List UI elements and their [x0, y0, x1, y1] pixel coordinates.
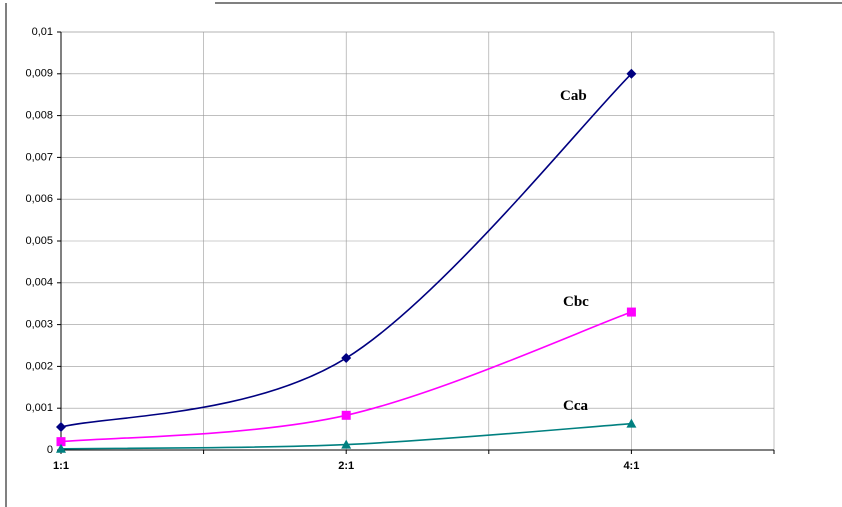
- y-tick-label: 0: [47, 444, 53, 456]
- marker: [341, 439, 352, 449]
- marker: [626, 307, 636, 317]
- marker: [341, 410, 351, 420]
- y-tick-label: 0,008: [25, 110, 53, 122]
- marker: [56, 422, 66, 433]
- series-label: Cca: [563, 398, 588, 414]
- y-tick-label: 0,006: [25, 193, 53, 205]
- series-label: Cab: [560, 88, 587, 104]
- marker: [56, 443, 66, 453]
- x-tick-label: 1:1: [53, 460, 69, 472]
- y-tick-label: 0,001: [25, 402, 53, 414]
- x-tick-label: 4:1: [623, 460, 639, 472]
- x-tick-label: 2:1: [338, 460, 354, 472]
- y-tick-label: 0,004: [25, 277, 53, 289]
- marker: [626, 68, 637, 79]
- marker: [341, 353, 352, 364]
- y-tick-label: 0,003: [25, 319, 53, 331]
- y-tick-label: 0,005: [25, 235, 53, 247]
- y-tick-label: 0,007: [25, 151, 53, 163]
- series-label: Cbc: [563, 294, 589, 310]
- series-line: [60, 73, 632, 428]
- marker: [626, 418, 637, 428]
- y-tick-label: 0,002: [25, 360, 53, 372]
- marker: [56, 437, 66, 447]
- y-tick-label: 0,009: [25, 68, 53, 80]
- y-tick-label: 0,01: [32, 26, 53, 38]
